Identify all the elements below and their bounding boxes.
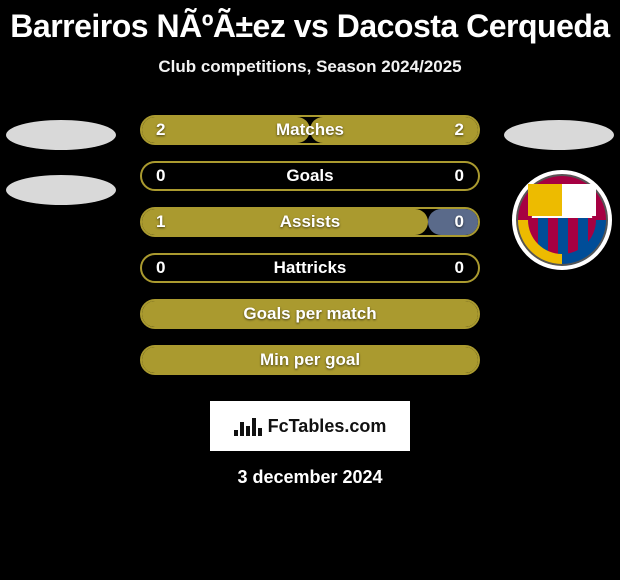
stat-label: Goals bbox=[142, 166, 478, 186]
stat-value-left: 2 bbox=[156, 120, 165, 140]
stat-value-right: 0 bbox=[455, 258, 464, 278]
fctables-logo-icon bbox=[234, 416, 262, 436]
player-badge-left bbox=[6, 175, 116, 205]
subtitle: Club competitions, Season 2024/2025 bbox=[0, 57, 620, 77]
stat-value-left: 0 bbox=[156, 258, 165, 278]
stat-label: Matches bbox=[142, 120, 478, 140]
stat-bar: Goals per match bbox=[140, 299, 480, 329]
fctables-text: FcTables.com bbox=[268, 416, 387, 437]
stat-value-left: 0 bbox=[156, 166, 165, 186]
fctables-watermark: FcTables.com bbox=[210, 401, 410, 451]
stat-bar: Min per goal bbox=[140, 345, 480, 375]
stat-bar: Hattricks0 0 bbox=[140, 253, 480, 283]
player-badge-left bbox=[6, 120, 116, 150]
stat-row: Min per goal bbox=[0, 337, 620, 383]
stat-label: Goals per match bbox=[142, 304, 478, 324]
player-badge-right bbox=[504, 120, 614, 150]
club-crest-icon bbox=[512, 170, 612, 270]
stat-value-right: 0 bbox=[455, 166, 464, 186]
stat-row: Goals per match bbox=[0, 291, 620, 337]
stat-value-left: 1 bbox=[156, 212, 165, 232]
stat-value-right: 2 bbox=[455, 120, 464, 140]
stat-label: Min per goal bbox=[142, 350, 478, 370]
stat-bar: Goals0 0 bbox=[140, 161, 480, 191]
stat-bar: Assists1 0 bbox=[140, 207, 480, 237]
page-title: Barreiros NÃºÃ±ez vs Dacosta Cerqueda bbox=[0, 0, 620, 45]
stat-bar: Matches2 2 bbox=[140, 115, 480, 145]
stat-value-right: 0 bbox=[455, 212, 464, 232]
stat-label: Hattricks bbox=[142, 258, 478, 278]
stat-label: Assists bbox=[142, 212, 478, 232]
snapshot-date: 3 december 2024 bbox=[0, 467, 620, 488]
